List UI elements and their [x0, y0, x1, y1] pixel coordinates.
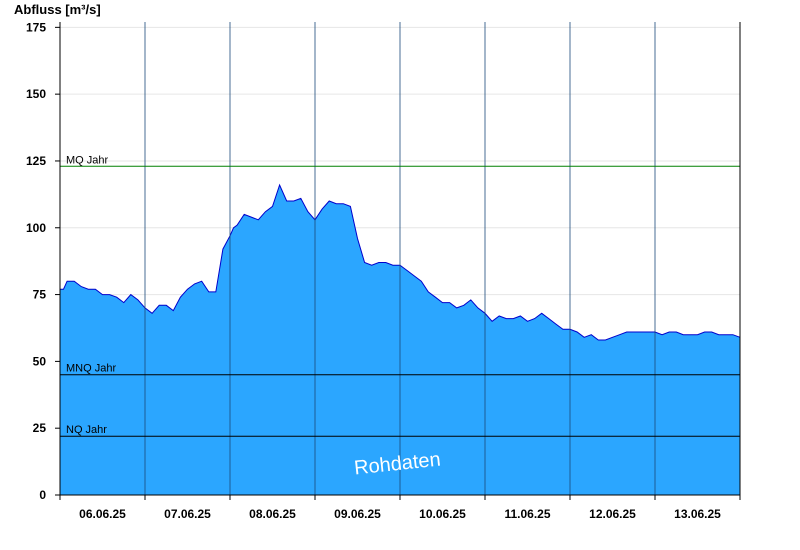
reference-lines: MQ Jahr MNQ Jahr NQ Jahr	[60, 154, 740, 437]
x-tick-label: 07.06.25	[164, 507, 211, 521]
day-divider-lines	[144, 22, 656, 495]
reference-line-label: MQ Jahr	[66, 154, 109, 166]
x-tick-label: 13.06.25	[674, 507, 721, 521]
y-tick-label: 150	[26, 87, 46, 101]
y-tick-label: 0	[39, 488, 46, 502]
y-tick-label: 50	[33, 354, 47, 368]
x-tick-label: 09.06.25	[334, 507, 381, 521]
reference-line-label: NQ Jahr	[66, 424, 107, 436]
y-tick-label: 25	[33, 421, 47, 435]
y-tick-label: 100	[26, 221, 46, 235]
x-tick-label: 11.06.25	[504, 507, 550, 521]
y-tick-labels: 0 25 50 75 100 125 150 175	[26, 20, 60, 502]
x-tick-labels: 06.06.25 07.06.25 08.06.25 09.06.25 10.06.25…	[59, 495, 741, 521]
x-tick-label: 10.06.25	[419, 507, 466, 521]
y-tick-label: 125	[26, 154, 46, 168]
x-tick-label: 06.06.25	[79, 507, 126, 521]
reference-line-label: MNQ Jahr	[66, 363, 116, 375]
series-line	[60, 183, 741, 341]
y-tick-label: 75	[33, 288, 47, 302]
x-tick-label: 12.06.25	[589, 507, 636, 521]
y-axis-title: Abfluss [m³/s]	[14, 2, 101, 17]
x-tick-label: 08.06.25	[249, 507, 296, 521]
y-tick-label: 175	[26, 20, 46, 34]
